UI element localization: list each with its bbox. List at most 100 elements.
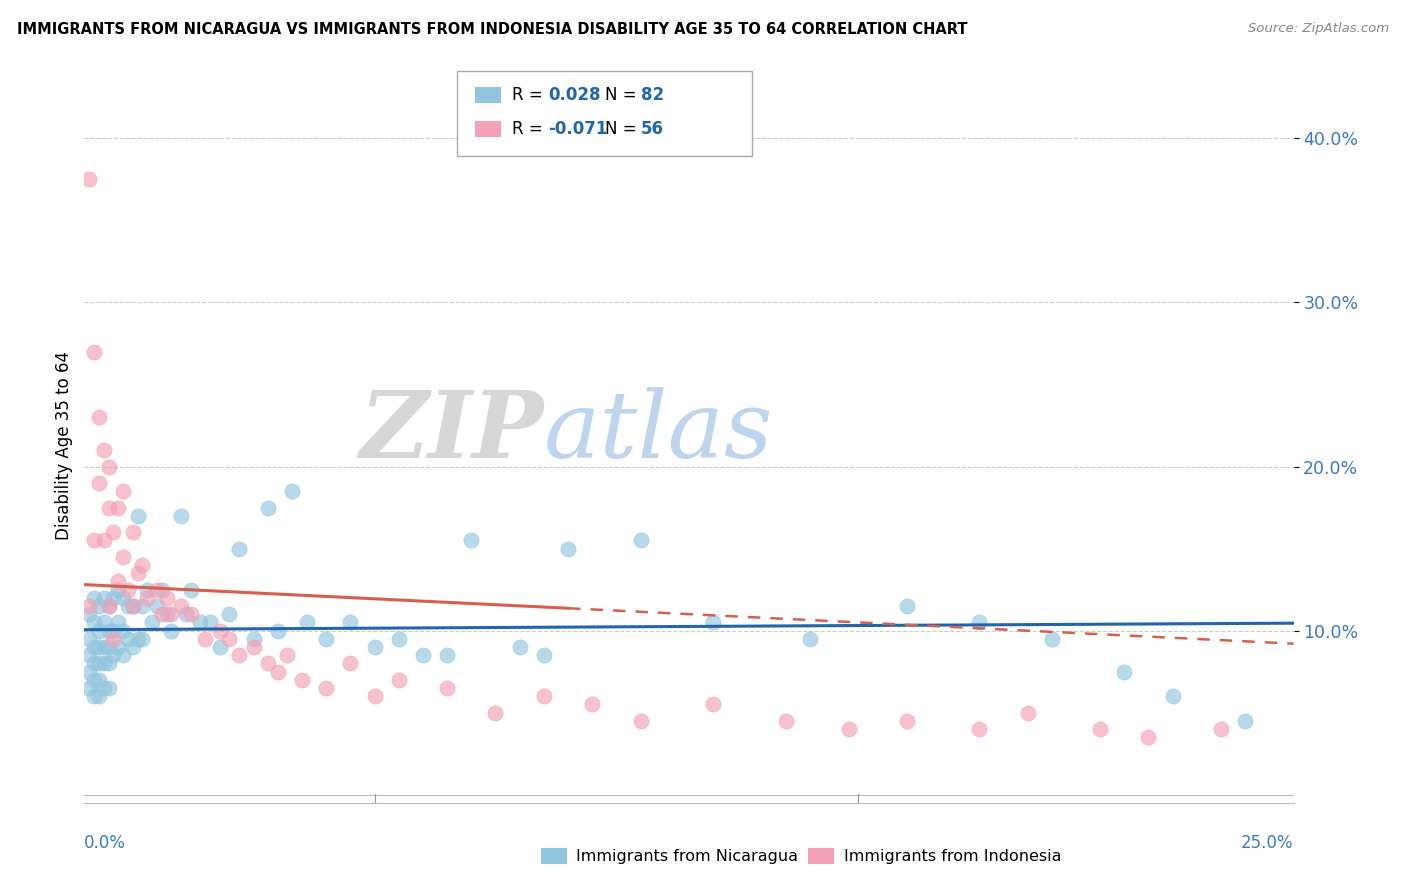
Point (1114, 665, 1136, 679)
Text: -0.071: -0.071 (548, 120, 607, 138)
Point (208, 624, 231, 638)
Point (83, 344, 105, 359)
Point (112, 624, 135, 638)
Point (967, 615, 990, 630)
Point (93, 657, 115, 671)
Point (799, 632, 821, 646)
Point (1137, 730, 1160, 744)
Point (87, 689, 110, 703)
Point (218, 607, 240, 622)
Point (267, 665, 290, 679)
Point (174, 607, 197, 622)
Point (97, 681, 120, 695)
Text: 0.0%: 0.0% (84, 834, 127, 852)
Point (967, 722, 990, 736)
Point (150, 607, 173, 622)
Point (131, 632, 153, 646)
Text: Immigrants from Nicaragua: Immigrants from Nicaragua (576, 849, 799, 863)
Point (436, 648, 458, 662)
Text: R =: R = (512, 120, 548, 138)
Point (107, 500, 129, 515)
Text: IMMIGRANTS FROM NICARAGUA VS IMMIGRANTS FROM INDONESIA DISABILITY AGE 35 TO 64 C: IMMIGRANTS FROM NICARAGUA VS IMMIGRANTS … (17, 22, 967, 37)
Point (363, 640, 385, 654)
Point (112, 549, 135, 564)
Text: 56: 56 (641, 120, 664, 138)
Point (97, 624, 120, 638)
Point (242, 640, 264, 654)
Point (83, 615, 105, 630)
Point (460, 533, 482, 548)
Point (77, 607, 100, 622)
Point (388, 673, 411, 687)
Point (107, 574, 129, 589)
Point (103, 591, 125, 605)
Point (170, 508, 193, 523)
Point (1161, 689, 1184, 703)
Point (97, 500, 120, 515)
Point (1209, 722, 1232, 736)
Point (107, 615, 129, 630)
Point (339, 615, 361, 630)
Point (77, 665, 100, 679)
Point (87, 657, 110, 671)
Point (291, 673, 314, 687)
Point (141, 615, 163, 630)
Point (630, 714, 652, 728)
Point (412, 648, 434, 662)
Text: Immigrants from Indonesia: Immigrants from Indonesia (844, 849, 1062, 863)
Point (896, 599, 918, 613)
Point (121, 599, 143, 613)
Point (117, 599, 139, 613)
Point (267, 624, 290, 638)
Point (107, 640, 129, 654)
Point (136, 591, 159, 605)
Point (557, 541, 579, 556)
Point (146, 582, 169, 597)
Text: R =: R = (512, 87, 548, 104)
Point (838, 722, 860, 736)
Point (97, 599, 120, 613)
Point (83, 657, 105, 671)
Point (180, 582, 202, 597)
Point (97, 599, 120, 613)
Point (155, 591, 177, 605)
Point (87, 640, 110, 654)
Text: atlas: atlas (544, 387, 773, 476)
Point (509, 640, 531, 654)
Point (97, 459, 120, 474)
Point (93, 615, 115, 630)
Point (83, 533, 105, 548)
Point (208, 640, 231, 654)
Point (242, 632, 264, 646)
Point (218, 632, 240, 646)
Point (121, 599, 143, 613)
Point (315, 632, 337, 646)
Point (190, 615, 212, 630)
Text: 82: 82 (641, 87, 664, 104)
Point (155, 607, 177, 622)
Text: Source: ZipAtlas.com: Source: ZipAtlas.com (1249, 22, 1389, 36)
Point (198, 615, 221, 630)
Point (146, 599, 169, 613)
Point (121, 640, 143, 654)
Point (257, 657, 280, 671)
Point (281, 484, 304, 499)
Point (77, 648, 100, 662)
Point (117, 632, 139, 646)
Y-axis label: Disability Age 35 to 64: Disability Age 35 to 64 (55, 351, 73, 541)
Text: N =: N = (605, 120, 641, 138)
Text: 25.0%: 25.0% (1241, 834, 1294, 852)
Point (1040, 632, 1063, 646)
Point (276, 648, 298, 662)
Point (107, 582, 129, 597)
Point (83, 591, 105, 605)
Point (775, 714, 797, 728)
Point (97, 640, 120, 654)
Point (363, 689, 385, 703)
Point (87, 475, 110, 490)
Point (77, 681, 100, 695)
Point (121, 525, 143, 540)
Point (103, 525, 125, 540)
Point (315, 681, 337, 695)
Point (131, 599, 153, 613)
